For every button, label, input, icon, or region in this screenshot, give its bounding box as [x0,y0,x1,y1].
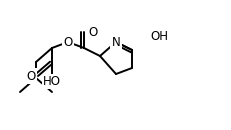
Text: O: O [63,35,72,48]
Text: OH: OH [149,30,167,43]
Text: N: N [111,35,120,48]
Text: O: O [27,70,36,83]
Text: HO: HO [43,75,61,88]
Text: O: O [88,25,97,38]
